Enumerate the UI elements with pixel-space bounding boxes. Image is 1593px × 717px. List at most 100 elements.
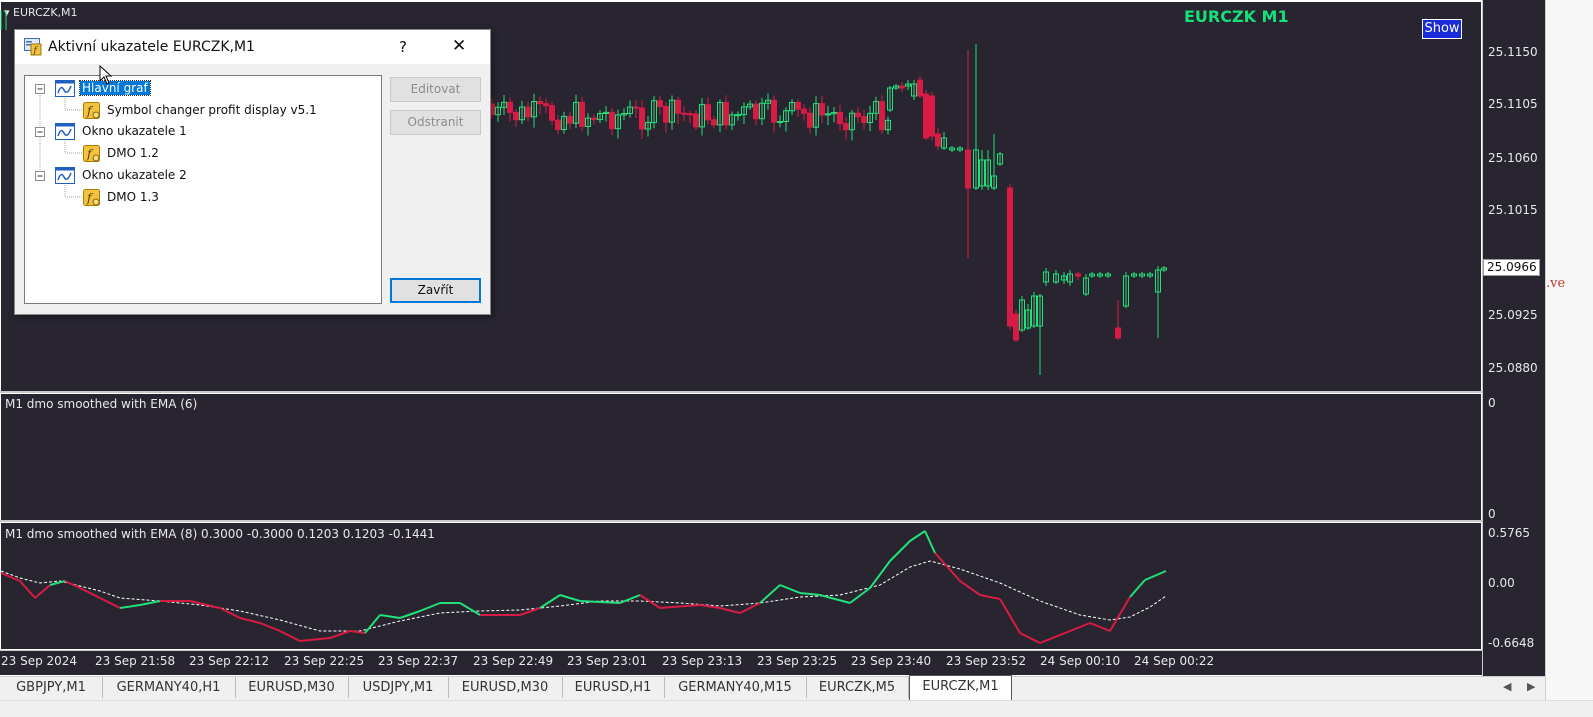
watermark-title: EURCZK M1 [1184, 7, 1289, 26]
close-button[interactable]: Zavřít [390, 278, 481, 303]
tree-node-window-1[interactable]: Okno ukazatele 1 [82, 124, 187, 138]
price-axis-bg [1482, 0, 1546, 676]
candle-body [893, 85, 899, 89]
oscillator-segment [79, 587, 101, 599]
tree-node-main-chart[interactable]: Hlavní graf [79, 80, 151, 96]
chart-tab[interactable]: USDJPY,M1 [348, 677, 449, 698]
time-label: 23 Sep 23:13 [662, 654, 743, 668]
time-label: 23 Sep 22:12 [189, 654, 270, 668]
chart-tab[interactable]: EURCZK,M5 [806, 677, 909, 698]
time-label: 23 Sep 22:25 [284, 654, 365, 668]
oscillator-segment [699, 604, 721, 609]
dialog-app-icon: f [24, 38, 42, 56]
candle-body [651, 100, 657, 123]
active-indicators-dialog: f Aktivní ukazatele EURCZK,M1 ? ✕ Hlavní… [14, 29, 491, 315]
candle-body [807, 112, 813, 128]
price-label: 25.0925 [1488, 308, 1538, 322]
oscillator-segment [999, 598, 1021, 634]
edit-button[interactable]: Editovat [390, 77, 481, 102]
candle-body [699, 104, 705, 128]
candle-body [507, 101, 513, 113]
candle-body [765, 99, 771, 104]
candle-body [669, 99, 675, 123]
candle-body [887, 87, 893, 111]
dialog-titlebar[interactable] [15, 30, 490, 64]
chart-tab[interactable]: EURCZK,M1 [909, 675, 1012, 700]
candle-body [965, 149, 971, 189]
oscillator-line [0, 560, 1167, 632]
candle-body [957, 147, 963, 151]
chart-tab[interactable]: GBPJPY,M1 [0, 677, 103, 698]
oscillator-segment [924, 530, 936, 554]
chart-tab[interactable]: GERMANY40,H1 [102, 677, 236, 698]
candle-body [1131, 273, 1137, 277]
candle-body [519, 106, 525, 121]
right-panel [1545, 0, 1593, 716]
show-button[interactable]: Show [1422, 19, 1462, 39]
candle-body [591, 117, 597, 121]
oscillator-segment [889, 540, 911, 562]
indicator-tree: Hlavní graf f Symbol changer profit disp… [24, 75, 382, 304]
candle-body [997, 153, 1003, 165]
tab-scroll-right-icon[interactable]: ▶ [1527, 680, 1536, 693]
chart-tab[interactable]: EURUSD,M30 [235, 677, 349, 698]
candle-body [819, 103, 825, 116]
oscillator-segment [619, 594, 641, 604]
candle-body [1067, 273, 1073, 283]
oscillator-segment [579, 600, 621, 604]
candle-body [1031, 295, 1037, 327]
indicator-function-icon: f [83, 145, 100, 162]
candle-body [1061, 275, 1067, 281]
chart-tab[interactable]: GERMANY40,M15 [664, 677, 807, 698]
close-icon[interactable]: ✕ [452, 36, 467, 56]
oscillator-segment [0, 572, 21, 582]
candle-body [1155, 269, 1161, 293]
tree-node-window-2[interactable]: Okno ukazatele 2 [82, 168, 187, 182]
chart-tab[interactable]: EURUSD,M30 [448, 677, 563, 698]
candle-body [867, 112, 873, 124]
sub2-title: M1 dmo smoothed with EMA (8) 0.3000 -0.3… [5, 527, 435, 541]
tab-scroll-left-icon[interactable]: ◀ [1503, 680, 1512, 693]
candle-body [941, 137, 947, 149]
candle-body [711, 119, 717, 126]
candle-body [923, 93, 929, 139]
candle-body [615, 114, 621, 130]
oscillator-segment [49, 580, 66, 586]
tree-node-dmo-1-3[interactable]: DMO 1.3 [107, 190, 159, 204]
time-label: 23 Sep 23:01 [567, 654, 648, 668]
indicator-window-2[interactable] [1, 523, 1481, 649]
oscillator-segment [934, 552, 961, 582]
chart-tab[interactable]: EURUSD,H1 [562, 677, 665, 698]
candle-body [1123, 275, 1129, 307]
indicator-window-1[interactable] [1, 394, 1481, 520]
symbol-label[interactable]: ▾ EURCZK,M1 [4, 6, 78, 19]
candle-body [597, 113, 603, 121]
svg-text:f: f [86, 191, 94, 205]
dialog-title: Aktivní ukazatele EURCZK,M1 [48, 39, 255, 55]
oscillator-segment [739, 602, 761, 614]
current-price-tag: 25.0966 [1483, 259, 1540, 276]
indicator-function-icon: f [83, 189, 100, 206]
oscillator-segment [239, 617, 261, 624]
time-label: 23 Sep 23:52 [946, 654, 1027, 668]
tree-node-dmo-1-2[interactable]: DMO 1.2 [107, 146, 159, 160]
candle-body [783, 110, 789, 123]
candle-body [633, 106, 639, 109]
candle-body [1053, 273, 1059, 283]
candle-body [687, 113, 693, 116]
help-button[interactable]: ? [399, 38, 407, 56]
tree-node-symbol-changer[interactable]: Symbol changer profit display v5.1 [107, 103, 317, 117]
oscillator-segment [1089, 622, 1111, 632]
remove-button[interactable]: Odstranit [390, 110, 481, 135]
candle-body [899, 85, 905, 89]
oscillator-segment [979, 594, 1001, 600]
candle-body [1161, 267, 1167, 271]
oscillator-segment [1039, 630, 1071, 644]
oscillator-segment [779, 584, 801, 594]
time-label: 23 Sep 22:37 [378, 654, 459, 668]
candle-body [495, 106, 501, 116]
time-label: 23 Sep 21:58 [95, 654, 176, 668]
oscillator-segment [364, 614, 381, 634]
oscillator-segment [759, 584, 781, 604]
oscillator-segment [799, 592, 821, 596]
